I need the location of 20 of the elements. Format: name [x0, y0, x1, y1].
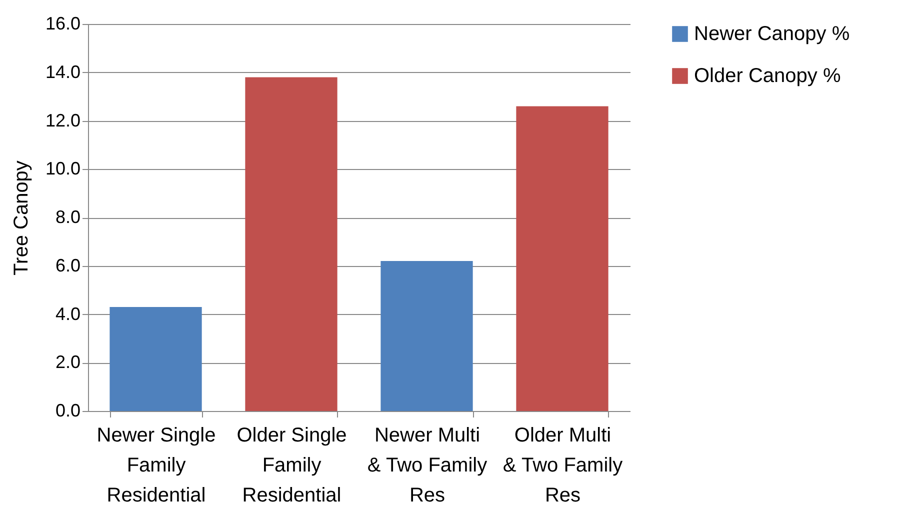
- y-tick-label: 10.0: [45, 158, 80, 179]
- y-tick-label: 0.0: [55, 400, 80, 420]
- bar: [380, 261, 473, 411]
- legend-label: Newer Canopy %: [694, 23, 850, 45]
- y-tick-label: 16.0: [45, 14, 80, 34]
- y-axis-title: Tree Canopy: [10, 160, 32, 276]
- bar: [110, 306, 202, 411]
- x-tick-label: Older Multi & Two Family Res: [502, 424, 623, 506]
- bar: [516, 106, 608, 411]
- legend-label: Older Canopy %: [694, 65, 841, 87]
- x-tick-label: Newer Multi & Two Family Res: [367, 424, 488, 506]
- bar: [245, 77, 338, 411]
- y-tick-label: 6.0: [55, 255, 80, 276]
- y-tick-label: 4.0: [55, 304, 80, 324]
- x-tick-label: Newer Single Family Residential: [96, 424, 216, 506]
- y-tick-label: 8.0: [55, 207, 80, 227]
- x-tick-label: Older Single Family Residential: [236, 424, 347, 506]
- y-tick-label: 12.0: [45, 110, 80, 130]
- y-tick-label: 2.0: [55, 352, 80, 372]
- y-tick-label: 14.0: [45, 62, 80, 82]
